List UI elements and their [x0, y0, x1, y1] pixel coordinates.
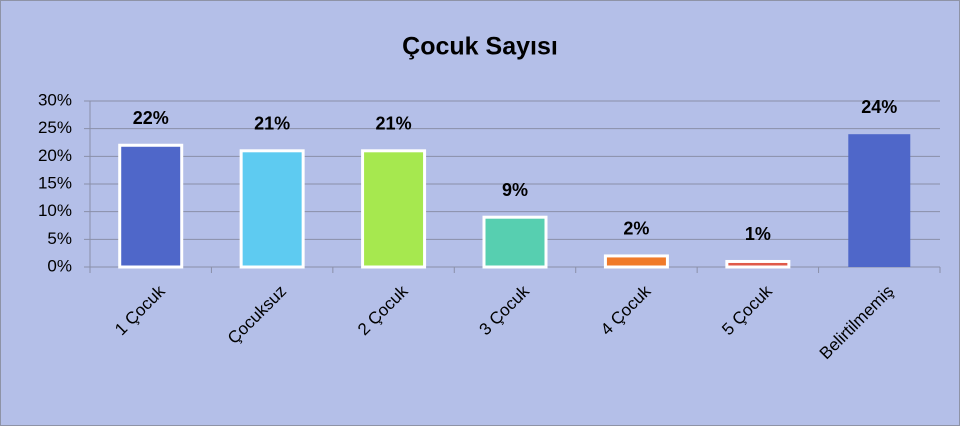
value-label: 24% — [861, 97, 897, 117]
y-tick-label: 25% — [38, 118, 72, 137]
value-label: 21% — [376, 114, 412, 134]
y-tick-label: 10% — [38, 201, 72, 220]
y-tick-label: 20% — [38, 146, 72, 165]
value-label: 9% — [502, 180, 528, 200]
y-tick-label: 15% — [38, 173, 72, 192]
chart-title: Çocuk Sayısı — [402, 33, 558, 61]
y-tick-label: 30% — [38, 90, 72, 109]
bar — [603, 254, 669, 269]
bar — [361, 149, 427, 269]
value-label: 22% — [133, 108, 169, 128]
bar — [482, 215, 548, 269]
y-tick-label: 0% — [47, 256, 72, 275]
bar — [239, 149, 305, 269]
bar — [118, 143, 184, 269]
value-label: 21% — [254, 114, 290, 134]
value-label: 2% — [623, 219, 649, 239]
bar — [725, 259, 791, 269]
y-tick-label: 5% — [47, 229, 72, 248]
bar — [848, 134, 911, 267]
value-label: 1% — [745, 224, 771, 244]
